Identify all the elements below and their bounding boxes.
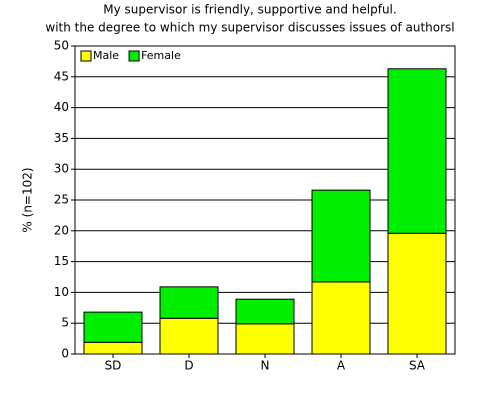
bar-segment — [311, 189, 371, 283]
chart-title: My supervisor is friendly, supportive an… — [103, 3, 396, 17]
bar-segment — [235, 323, 295, 355]
bar-segment — [387, 232, 447, 355]
y-tick-label: 40 — [54, 100, 69, 114]
y-tick-label: 15 — [54, 254, 69, 268]
x-tick-label: D — [184, 359, 193, 373]
x-tick-label: A — [337, 359, 346, 373]
bar-segment — [235, 298, 295, 325]
y-tick-label: 25 — [54, 193, 69, 207]
y-tick-label: 20 — [54, 223, 69, 237]
bar-segment — [83, 311, 143, 343]
bar-segment — [311, 281, 371, 355]
bar-segment — [387, 68, 447, 234]
x-tick-label: N — [261, 359, 270, 373]
y-axis-label: % (n=102) — [21, 167, 35, 232]
plot-frame — [74, 45, 456, 355]
y-tick-label: 5 — [61, 316, 69, 330]
y-tick-label: 50 — [54, 39, 69, 53]
legend-swatch — [80, 50, 92, 62]
x-tick-label: SD — [105, 359, 122, 373]
y-tick-label: 30 — [54, 162, 69, 176]
bar-segment — [83, 341, 143, 355]
legend-swatch — [128, 50, 140, 62]
x-tick-label: SA — [409, 359, 426, 373]
legend-label: Male — [93, 49, 119, 62]
y-tick-label: 45 — [54, 69, 69, 83]
chart-title: with the degree to which my supervisor d… — [45, 21, 454, 35]
legend-label: Female — [141, 49, 181, 62]
bar-segment — [159, 286, 219, 319]
bar-segment — [159, 317, 219, 355]
y-tick-label: 10 — [54, 285, 69, 299]
y-tick-label: 35 — [54, 131, 69, 145]
y-tick-label: 0 — [61, 347, 69, 361]
